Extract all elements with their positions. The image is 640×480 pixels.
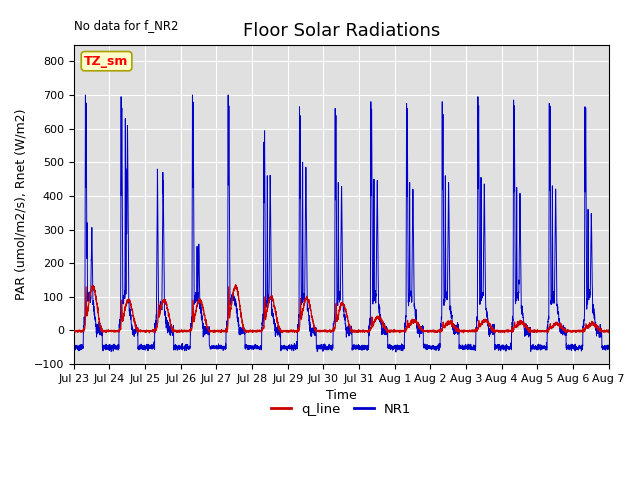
- NR1: [432, 345, 440, 351]
- NR1: [392, 349, 400, 355]
- q_line: [604, 328, 612, 334]
- Line: NR1: NR1: [74, 95, 609, 352]
- NR1: [492, 345, 499, 351]
- q_line: [145, 330, 153, 336]
- q_line: [605, 327, 612, 333]
- q_line: [232, 282, 239, 288]
- q_line: [461, 328, 469, 334]
- Text: No data for f_NR2: No data for f_NR2: [74, 19, 178, 32]
- q_line: [166, 318, 173, 324]
- NR1: [605, 344, 612, 349]
- NR1: [81, 92, 89, 98]
- Title: Floor Solar Radiations: Floor Solar Radiations: [243, 22, 440, 40]
- NR1: [461, 345, 469, 351]
- q_line: [70, 328, 77, 334]
- q_line: [321, 328, 329, 334]
- NR1: [70, 344, 77, 349]
- Line: q_line: q_line: [74, 285, 609, 333]
- Text: TZ_sm: TZ_sm: [84, 55, 129, 68]
- Y-axis label: PAR (umol/m2/s), Rnet (W/m2): PAR (umol/m2/s), Rnet (W/m2): [15, 108, 28, 300]
- q_line: [492, 329, 499, 335]
- NR1: [321, 342, 329, 348]
- X-axis label: Time: Time: [326, 389, 356, 402]
- NR1: [166, 326, 173, 332]
- NR1: [604, 345, 612, 351]
- Legend: q_line, NR1: q_line, NR1: [266, 398, 417, 421]
- q_line: [432, 328, 440, 334]
